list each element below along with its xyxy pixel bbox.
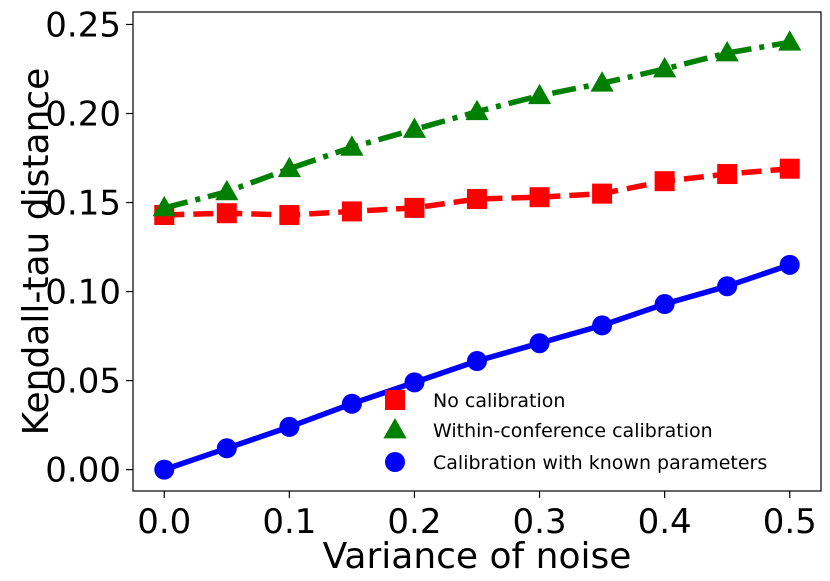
series-3 — [154, 254, 800, 480]
legend-label: No calibration — [433, 390, 565, 412]
y-tick-label: 0.05 — [45, 362, 121, 402]
x-tick-label: 0.5 — [763, 502, 817, 542]
y-axis: 0.00 0.05 0.10 0.15 0.20 0.25 — [45, 5, 133, 491]
x-tick-label: 0.3 — [513, 502, 567, 542]
data-point — [527, 83, 552, 105]
data-point — [467, 351, 487, 372]
data-point — [590, 71, 614, 92]
legend-marker — [385, 390, 405, 410]
data-point — [277, 156, 301, 178]
y-axis-label: Kendall-tau distance — [16, 68, 57, 436]
data-point — [592, 315, 613, 336]
data-point — [779, 254, 800, 275]
data-point — [216, 203, 237, 224]
data-point — [404, 197, 425, 218]
legend-label: Within-conference calibration — [433, 420, 713, 442]
data-point — [779, 158, 800, 179]
x-tick-label: 0.0 — [137, 502, 191, 542]
data-point — [529, 333, 550, 354]
y-tick-label: 0.25 — [45, 5, 121, 45]
x-axis-label: Variance of noise — [323, 536, 632, 577]
y-tick-label: 0.10 — [45, 273, 121, 313]
data-point — [340, 135, 364, 156]
plot-border — [132, 11, 822, 492]
data-point — [341, 393, 362, 414]
series-line — [164, 165, 790, 218]
data-point — [715, 40, 739, 62]
data-point — [654, 294, 675, 315]
x-tick-label: 0.1 — [262, 502, 316, 542]
series-line — [163, 39, 791, 211]
data-point — [529, 187, 550, 208]
data-point — [717, 164, 738, 185]
data-point — [279, 204, 300, 225]
data-point — [215, 179, 239, 201]
data-point — [152, 195, 176, 217]
plot-frame — [132, 11, 822, 492]
legend: No calibration Within-conference calibrat… — [383, 390, 767, 474]
x-tick-label: 0.4 — [638, 502, 692, 542]
y-tick-label: 0.15 — [45, 184, 121, 224]
data-point — [279, 416, 300, 437]
data-point — [717, 276, 738, 297]
data-point — [404, 372, 425, 393]
data-point — [778, 30, 802, 51]
data-point — [654, 171, 675, 192]
legend-marker — [385, 452, 405, 472]
data-point — [216, 438, 237, 459]
series-2 — [152, 30, 802, 217]
y-tick-label: 0.00 — [45, 451, 121, 491]
data-point — [653, 56, 677, 78]
y-tick-label: 0.20 — [45, 94, 121, 134]
data-point — [154, 459, 175, 480]
x-axis: 0.0 0.1 0.2 0.3 0.4 0.5 — [137, 491, 817, 542]
data-point — [465, 99, 489, 121]
data-point — [467, 188, 487, 209]
series-layer — [152, 30, 802, 480]
x-tick-label: 0.2 — [387, 502, 441, 542]
data-point — [341, 201, 362, 222]
legend-marker — [383, 418, 407, 439]
data-point — [592, 183, 613, 204]
series-1 — [154, 158, 800, 225]
data-point — [402, 117, 427, 138]
legend-label: Calibration with known parameters — [433, 452, 767, 474]
